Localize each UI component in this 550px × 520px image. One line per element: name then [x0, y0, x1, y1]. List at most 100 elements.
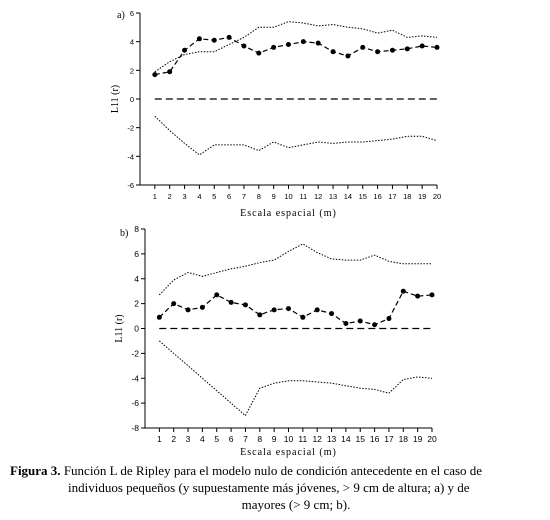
x-tick-label: 14 — [344, 192, 352, 201]
observed-point — [156, 314, 162, 320]
observed-point — [300, 314, 306, 320]
y-tick-label: 4 — [130, 38, 134, 47]
x-tick-label: 16 — [373, 192, 381, 201]
y-tick-label: 2 — [130, 66, 134, 75]
caption-line-3: mayores (> 9 cm; b). — [241, 497, 351, 512]
x-tick-label: 13 — [327, 434, 337, 444]
observed-point — [343, 321, 349, 327]
observed-point — [211, 37, 217, 43]
x-tick-label: 15 — [359, 192, 367, 201]
observed-point — [286, 42, 291, 48]
y-tick-label: -2 — [131, 348, 139, 358]
y-tick-label: 8 — [134, 224, 139, 234]
x-tick-label: 3 — [186, 434, 191, 444]
x-tick-label: 10 — [284, 434, 294, 444]
x-tick-label: 3 — [182, 192, 186, 201]
x-tick-label: 9 — [272, 192, 276, 201]
observed-point — [271, 44, 277, 50]
observed-point — [185, 307, 191, 313]
observed-point — [415, 293, 421, 299]
x-tick-label: 8 — [257, 192, 261, 201]
y-axis-label: L11 (r) — [114, 314, 125, 342]
caption-line-1: Función L de Ripley para el modelo nulo … — [60, 463, 483, 478]
x-tick-label: 5 — [214, 434, 219, 444]
x-tick-label: 19 — [418, 192, 426, 201]
x-tick-label: 10 — [284, 192, 292, 201]
observed-point — [315, 40, 321, 46]
observed-point — [329, 311, 335, 317]
caption-lead: Figura 3. — [10, 463, 61, 478]
x-tick-label: 1 — [153, 192, 157, 201]
observed-point — [199, 304, 205, 310]
x-tick-label: 4 — [200, 434, 205, 444]
x-tick-label: 17 — [384, 434, 394, 444]
y-tick-label: -6 — [131, 398, 139, 408]
y-tick-label: -4 — [131, 373, 139, 383]
observed-point — [314, 307, 320, 313]
x-tick-label: 9 — [272, 434, 277, 444]
y-tick-label: 0 — [134, 324, 139, 334]
observed-point — [256, 50, 262, 56]
observed-point — [241, 43, 247, 49]
x-tick-label: 12 — [312, 434, 322, 444]
y-tick-label: -2 — [127, 124, 134, 133]
x-tick-label: 16 — [370, 434, 380, 444]
x-tick-label: 14 — [341, 434, 351, 444]
x-tick-label: 18 — [403, 192, 411, 201]
panel-letter: a) — [117, 10, 125, 21]
y-tick-label: 6 — [134, 249, 139, 259]
y-tick-label: 0 — [130, 95, 134, 104]
x-tick-label: 20 — [433, 192, 441, 201]
y-tick-label: 4 — [134, 274, 139, 284]
x-tick-label: 2 — [168, 192, 172, 201]
y-axis-label: L11 (r) — [110, 85, 121, 113]
y-tick-label: 2 — [134, 299, 139, 309]
x-tick-label: 7 — [243, 434, 248, 444]
x-tick-label: 2 — [171, 434, 176, 444]
x-tick-label: 17 — [388, 192, 396, 201]
observed-point — [386, 316, 392, 322]
x-axis-label: Escala espacial (m) — [240, 208, 337, 219]
lower-envelope-line — [158, 340, 433, 417]
observed-point — [182, 47, 188, 53]
lower-envelope-line — [154, 115, 438, 156]
x-tick-label: 4 — [197, 192, 201, 201]
x-tick-label: 20 — [427, 434, 437, 444]
x-tick-label: 19 — [413, 434, 423, 444]
y-tick-label: 6 — [130, 9, 134, 18]
observed-point — [242, 302, 248, 308]
upper-envelope-line — [154, 21, 438, 73]
observed-point — [357, 318, 363, 324]
observed-point — [434, 44, 440, 50]
x-tick-label: 11 — [299, 192, 307, 201]
x-tick-label: 12 — [314, 192, 322, 201]
observed-point — [375, 49, 381, 55]
x-tick-label: 6 — [229, 434, 234, 444]
observed-point — [286, 306, 291, 312]
panel-letter: b) — [120, 228, 128, 239]
x-tick-label: 15 — [356, 434, 366, 444]
observed-point — [372, 322, 378, 328]
observed-point — [228, 299, 234, 305]
observed-point — [330, 49, 336, 55]
y-tick-label: -8 — [131, 423, 139, 433]
observed-point — [389, 47, 395, 53]
y-tick-label: -4 — [127, 152, 134, 161]
observed-point — [196, 36, 202, 42]
observed-point — [419, 43, 425, 49]
x-tick-label: 5 — [212, 192, 216, 201]
observed-point — [404, 46, 410, 52]
caption-line-2: individuos pequeños (y supuestamente más… — [68, 480, 470, 495]
observed-point — [257, 312, 263, 318]
observed-point — [226, 34, 232, 40]
observed-line — [158, 290, 433, 326]
observed-point — [171, 301, 177, 307]
observed-point — [300, 39, 306, 45]
observed-point — [400, 288, 406, 294]
observed-line — [154, 36, 438, 76]
observed-point — [167, 69, 173, 75]
y-tick-label: -6 — [127, 181, 134, 190]
upper-envelope-line — [158, 243, 432, 296]
